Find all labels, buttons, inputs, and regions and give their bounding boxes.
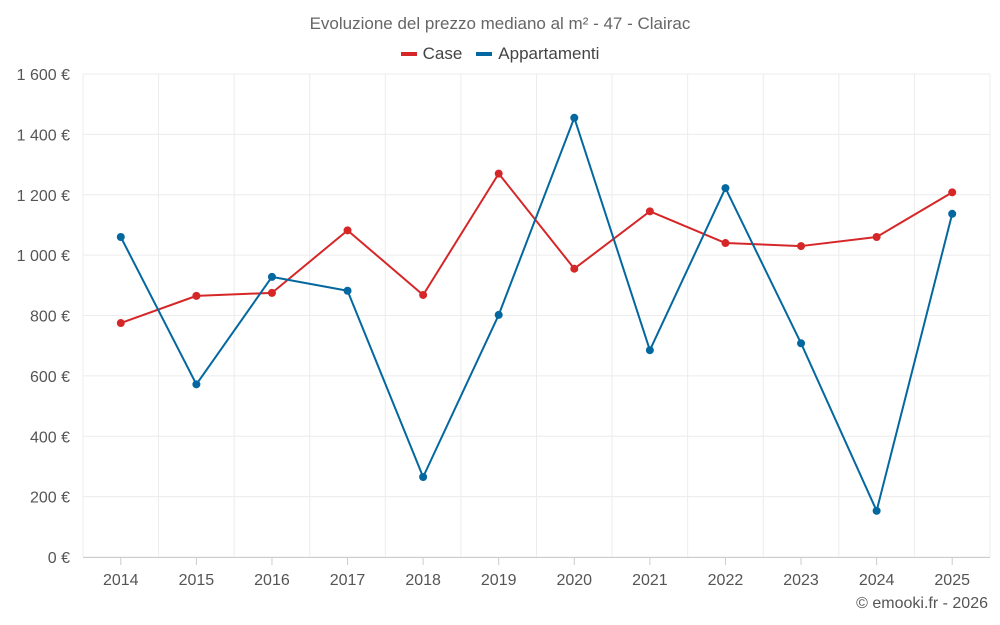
data-point-case: [192, 291, 201, 300]
data-point-appartamenti: [192, 380, 201, 389]
y-tick-label: 0 €: [48, 550, 70, 567]
y-tick-label: 800 €: [30, 309, 70, 326]
data-point-case: [116, 319, 125, 328]
x-tick-label: 2016: [254, 572, 290, 589]
data-point-appartamenti: [570, 113, 579, 122]
legend-label-appartamenti: Appartamenti: [498, 44, 600, 63]
legend-swatch-case: [400, 52, 417, 56]
y-tick-label: 600 €: [30, 369, 70, 386]
y-tick-label: 1 400 €: [17, 127, 70, 144]
chart-legend: Case Appartamenti: [0, 44, 1000, 64]
data-point-case: [797, 242, 806, 251]
data-point-appartamenti: [494, 310, 503, 319]
legend-swatch-appartamenti: [476, 52, 493, 56]
data-point-appartamenti: [645, 346, 654, 355]
data-point-case: [721, 239, 730, 248]
data-point-appartamenti: [116, 233, 125, 242]
series-appartamenti: [116, 113, 957, 515]
x-tick-label: 2025: [934, 572, 970, 589]
legend-label-case: Case: [422, 44, 463, 63]
data-point-appartamenti: [419, 473, 428, 482]
x-tick-label: 2023: [783, 572, 819, 589]
credit-text: © emooki.fr - 2026: [856, 595, 988, 612]
data-point-appartamenti: [872, 506, 881, 515]
x-tick-label: 2018: [405, 572, 441, 589]
data-point-case: [948, 188, 957, 197]
data-point-case: [343, 226, 352, 235]
y-tick-label: 200 €: [30, 490, 70, 507]
series-line-appartamenti: [119, 116, 954, 512]
data-point-case: [872, 233, 881, 242]
data-point-appartamenti: [267, 272, 276, 281]
x-tick-label: 2019: [481, 572, 517, 589]
x-tick-label: 2022: [708, 572, 744, 589]
chart-title: Evoluzione del prezzo mediano al m² - 47…: [309, 14, 691, 33]
x-tick-label: 2024: [859, 572, 895, 589]
data-point-appartamenti: [343, 286, 352, 295]
legend-item-case[interactable]: Case: [400, 44, 463, 64]
data-point-case: [645, 207, 654, 216]
data-point-case: [267, 288, 276, 297]
y-tick-label: 1 600 €: [17, 67, 70, 84]
data-point-case: [419, 290, 428, 299]
grid: [82, 73, 991, 558]
data-point-appartamenti: [797, 339, 806, 348]
x-tick-label: 2015: [179, 572, 215, 589]
data-point-case: [570, 264, 579, 273]
y-tick-label: 400 €: [30, 429, 70, 446]
y-tick-label: 1 000 €: [17, 248, 70, 265]
data-point-appartamenti: [721, 184, 730, 193]
x-tick-label: 2021: [632, 572, 668, 589]
x-tick-label: 2014: [103, 572, 139, 589]
data-point-appartamenti: [948, 209, 957, 218]
legend-item-appartamenti[interactable]: Appartamenti: [476, 44, 599, 64]
y-tick-label: 1 200 €: [17, 188, 70, 205]
x-tick-label: 2020: [556, 572, 592, 589]
data-point-case: [494, 169, 503, 178]
x-tick-label: 2017: [330, 572, 366, 589]
